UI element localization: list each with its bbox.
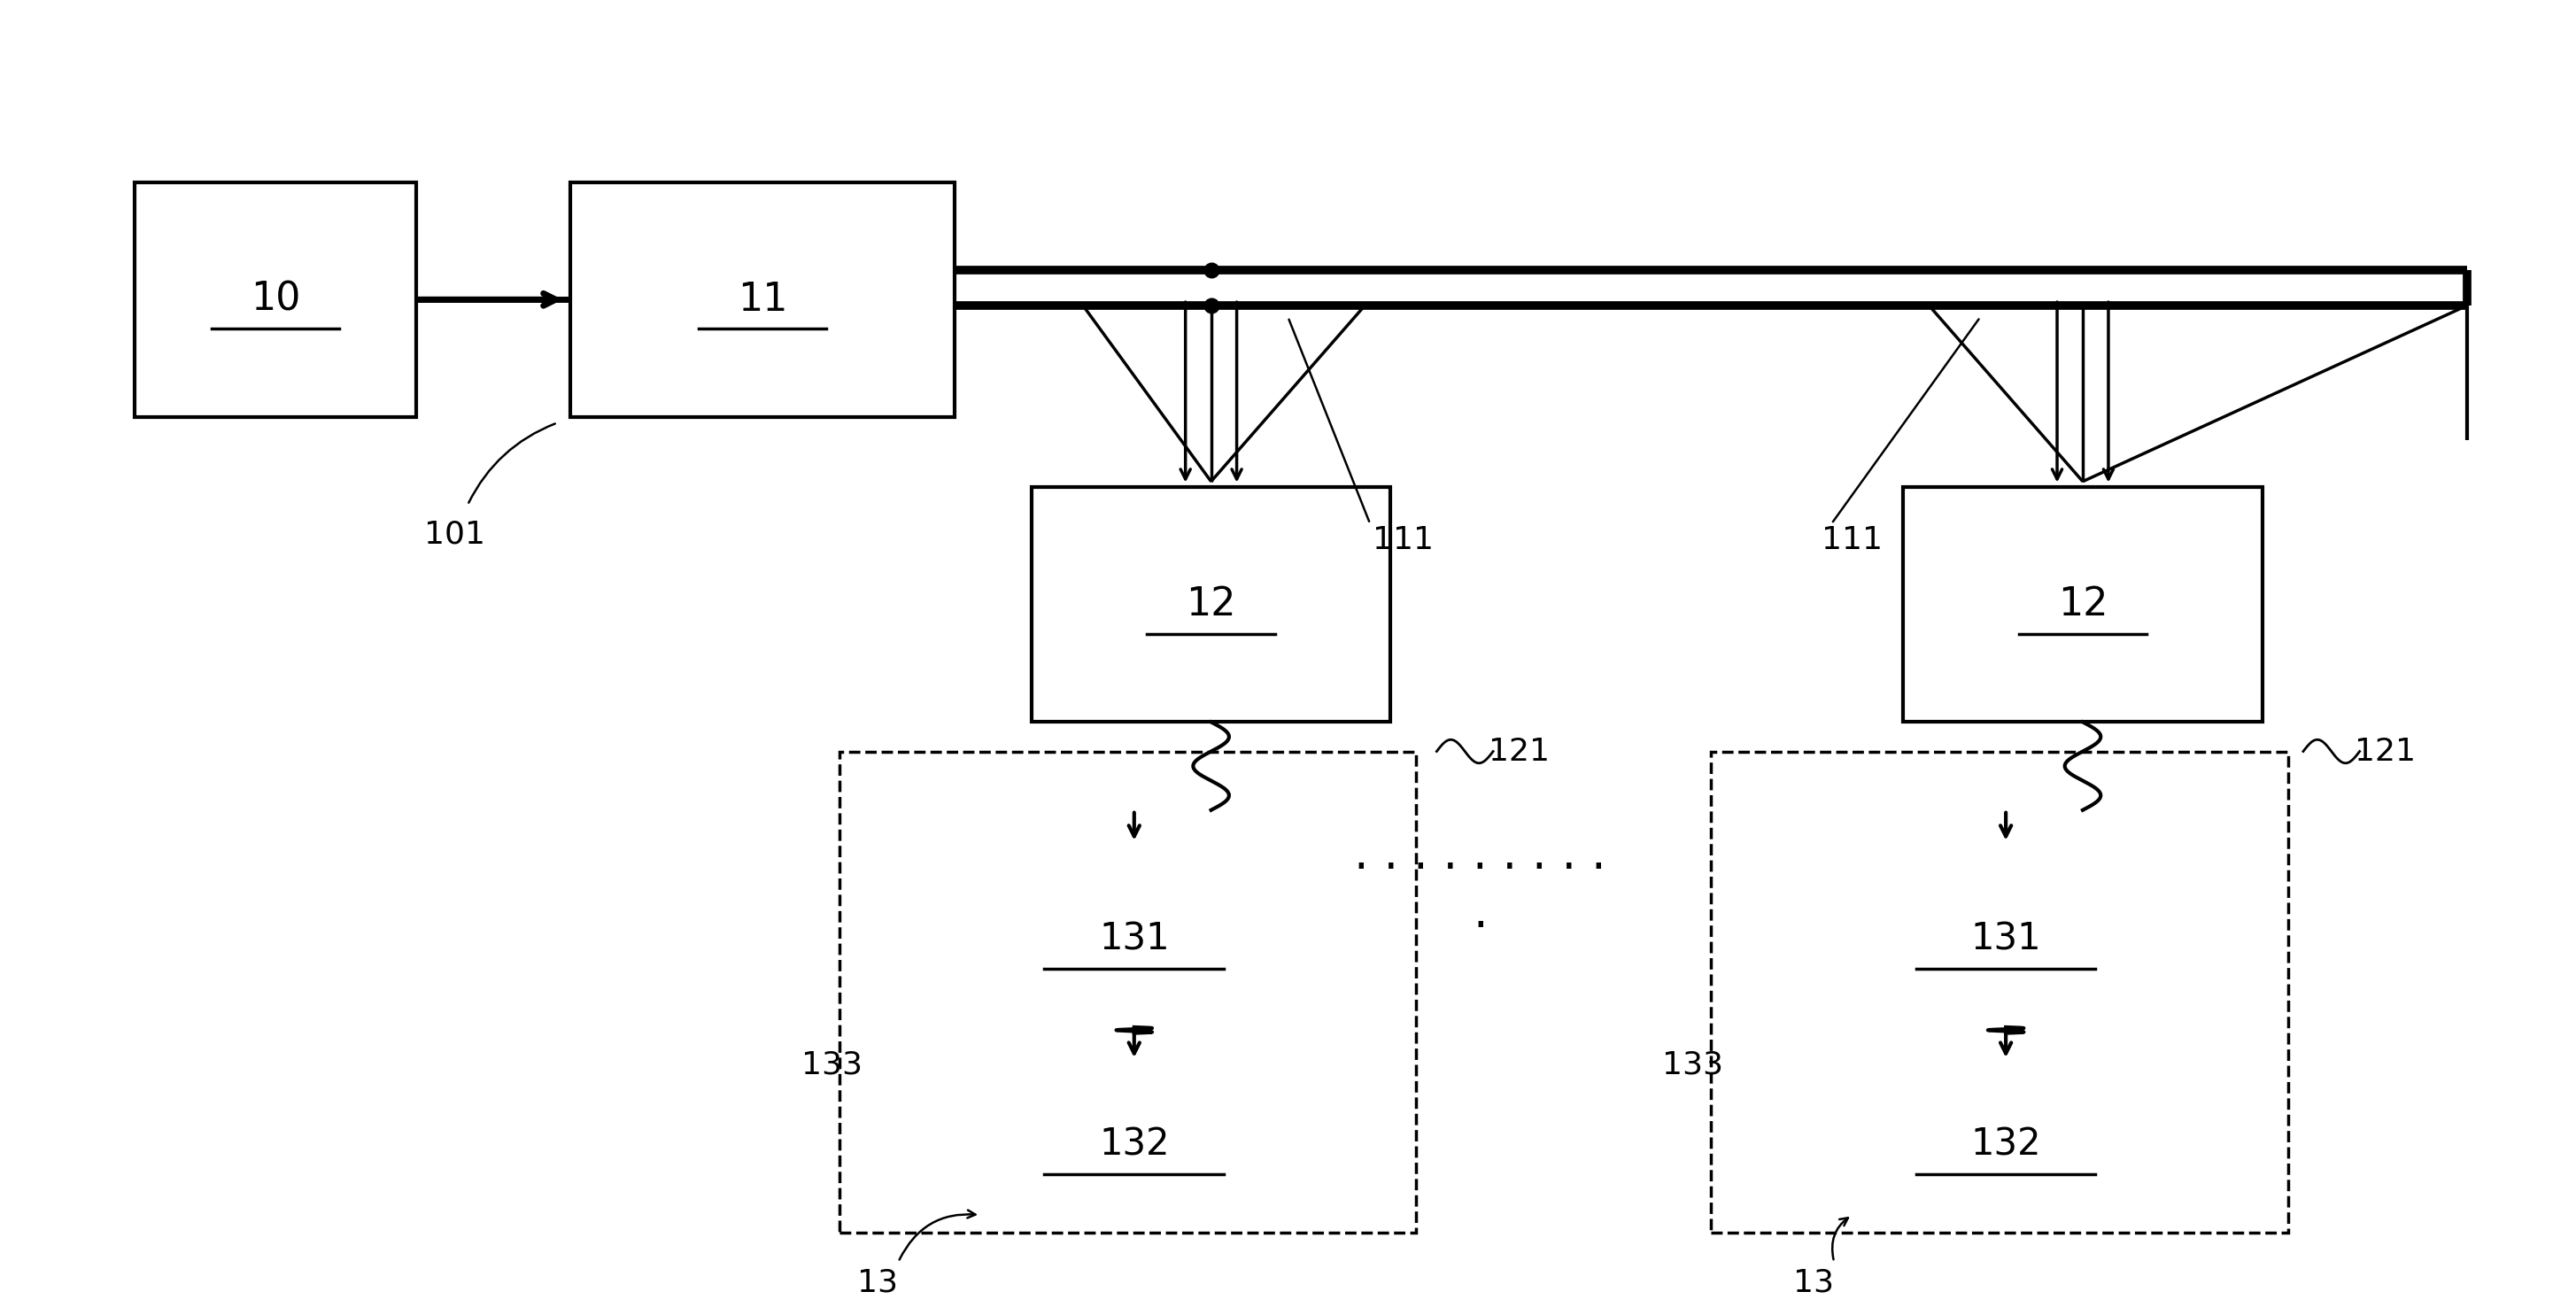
Text: 133: 133	[801, 1049, 863, 1080]
Text: 111: 111	[1821, 525, 1883, 555]
Text: · · · · · · · · ·: · · · · · · · · ·	[1355, 846, 1607, 892]
Bar	[1826, 1063, 2184, 1227]
Text: 13: 13	[858, 1268, 899, 1298]
Bar	[956, 846, 1314, 1034]
Bar	[1030, 488, 1391, 722]
Bar	[1904, 488, 2262, 722]
Bar	[956, 1063, 1314, 1227]
Text: 131: 131	[1971, 920, 2040, 957]
Text: 121: 121	[2354, 736, 2416, 767]
Bar	[1710, 751, 2287, 1232]
Text: 11: 11	[737, 280, 788, 318]
Text: 10: 10	[250, 280, 301, 318]
Text: 101: 101	[425, 519, 484, 550]
Bar	[134, 183, 417, 417]
Text: 133: 133	[1662, 1049, 1723, 1080]
Text: 132: 132	[1971, 1126, 2040, 1164]
Text: 12: 12	[1185, 585, 1236, 623]
Bar	[840, 751, 1417, 1232]
Bar	[569, 183, 956, 417]
Text: ·: ·	[1473, 905, 1489, 951]
Bar	[1826, 846, 2184, 1034]
Text: 12: 12	[2058, 585, 2107, 623]
Text: 121: 121	[1489, 736, 1548, 767]
Text: 132: 132	[1100, 1126, 1170, 1164]
Text: 131: 131	[1100, 920, 1170, 957]
Text: 13: 13	[1793, 1268, 1834, 1298]
Text: 111: 111	[1373, 525, 1435, 555]
